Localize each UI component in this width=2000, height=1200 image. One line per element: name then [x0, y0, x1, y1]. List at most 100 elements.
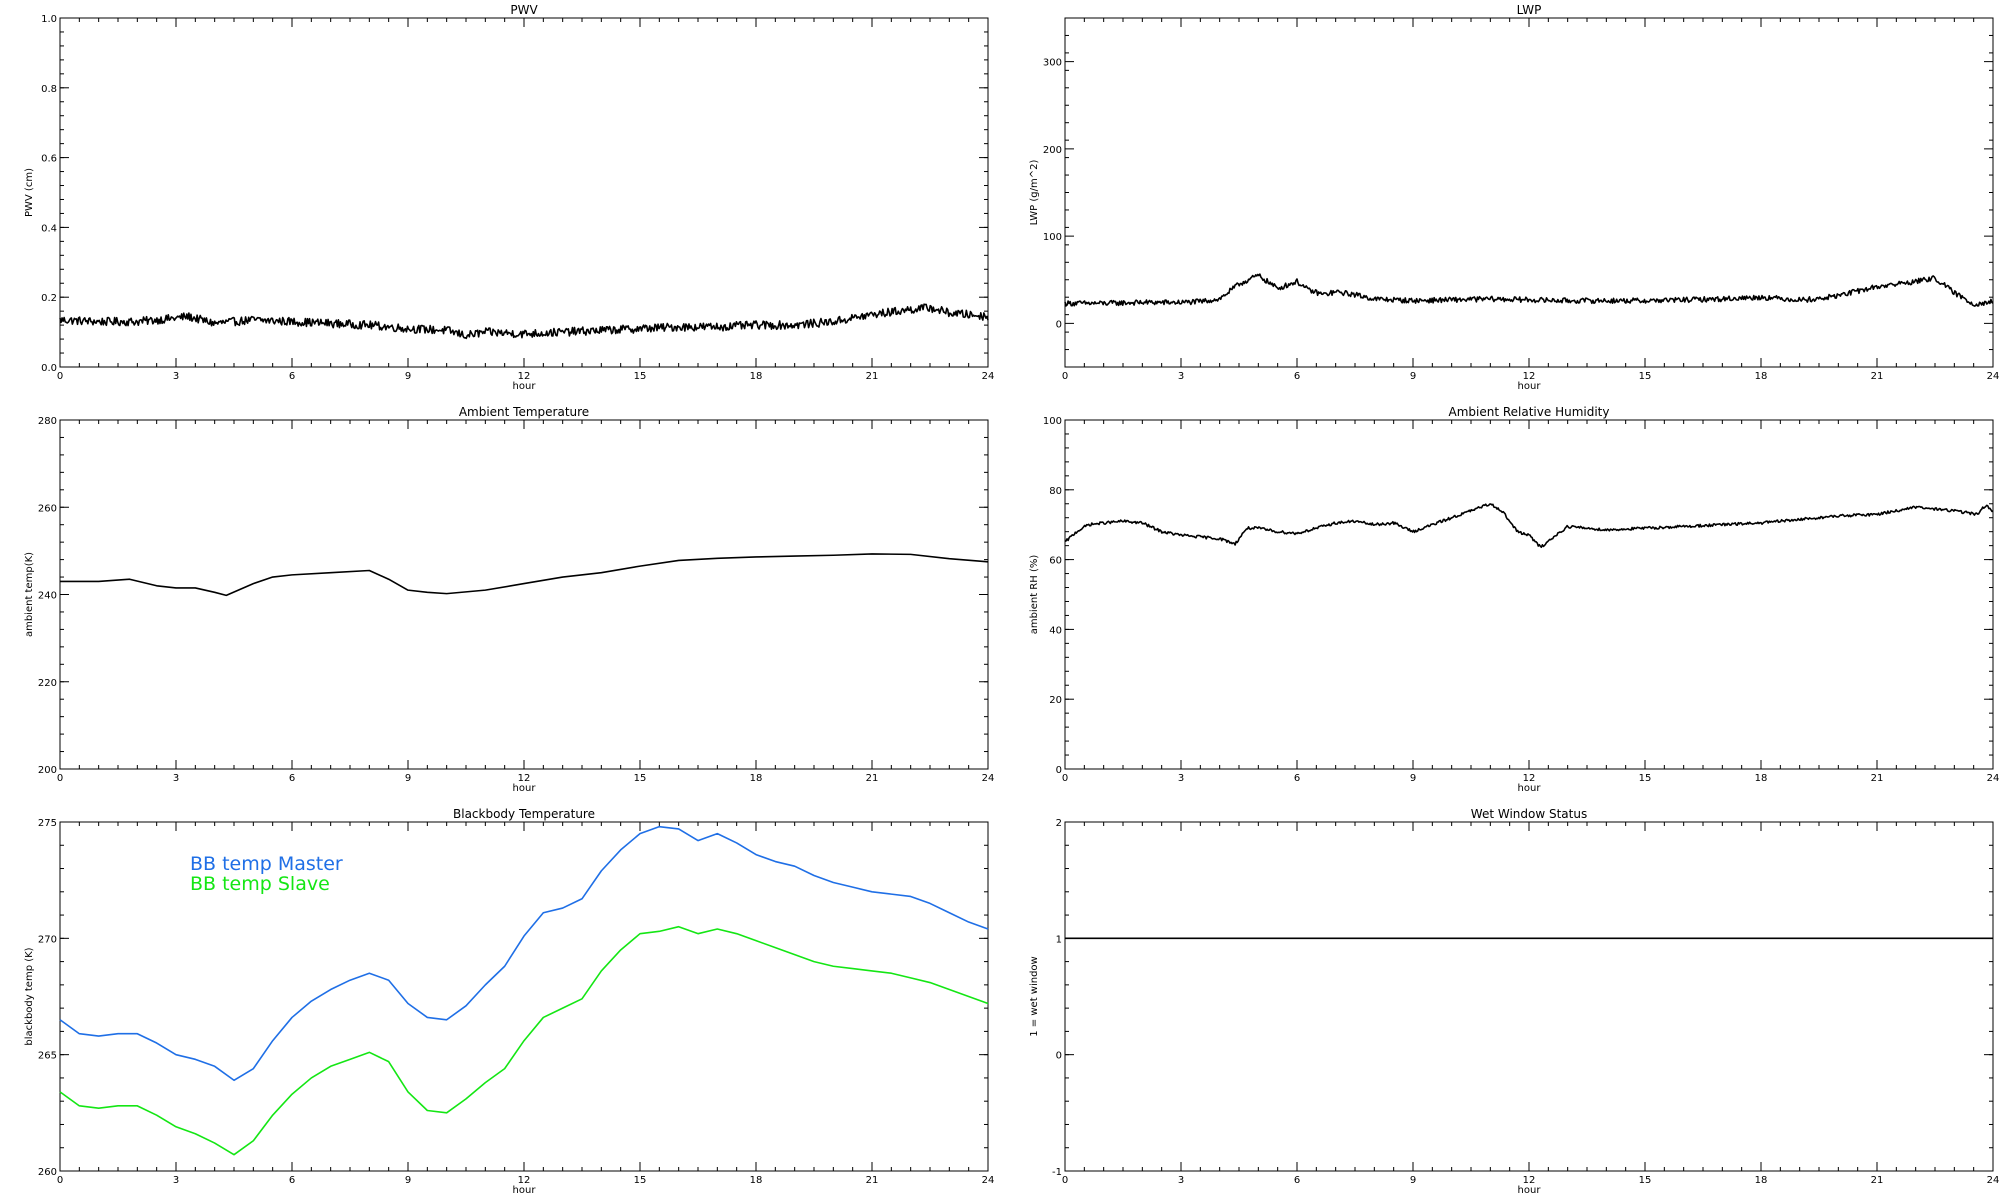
- x-tick-label: 24: [1987, 773, 2000, 784]
- plot-frame: [59, 17, 989, 368]
- chart-panel-2: LWP 0 3 6 9 12 15 18 21 24 0 100 200 300 hour LWP (g/m^…: [1029, 3, 1999, 392]
- y-tick-label: 0: [1056, 1051, 1062, 1062]
- plot-frame: [1064, 17, 1994, 368]
- x-tick-label: 18: [1755, 773, 1768, 784]
- y-tick-label: 0.2: [41, 293, 57, 304]
- series-line-1: [59, 303, 989, 340]
- x-tick-label: 0: [1062, 773, 1068, 784]
- chart-panel-4: Ambient Relative Humidity 0 3 6 9 12 15 18 21 24 0…: [1029, 405, 1999, 794]
- y-axis-label: PWV (cm): [24, 168, 35, 217]
- plot-frame: [1064, 419, 1994, 770]
- chart-panel-3: Ambient Temperature 0 3 6 9 12 15 18 21 24 200 220 2…: [24, 405, 994, 794]
- y-tick-label: 220: [38, 678, 57, 689]
- y-tick-label: 265: [38, 1051, 57, 1062]
- y-tick-label: 1: [1056, 934, 1062, 945]
- y-tick-label: 0.8: [41, 84, 57, 95]
- x-tick-label: 0: [1062, 1175, 1068, 1186]
- chart-title: Wet Window Status: [1471, 807, 1587, 821]
- x-tick-label: 21: [1871, 1175, 1884, 1186]
- y-axis-label: ambient temp(K): [24, 552, 35, 637]
- x-tick-label: 0: [57, 773, 63, 784]
- series-line-1: [60, 553, 989, 597]
- x-tick-label: 9: [405, 773, 411, 784]
- series-line-1: [1064, 273, 1994, 307]
- x-tick-label: 12: [518, 1175, 531, 1186]
- x-tick-label: 9: [405, 371, 411, 382]
- x-tick-label: 6: [1294, 1175, 1300, 1186]
- x-tick-label: 24: [1987, 1175, 2000, 1186]
- x-tick-label: 9: [1410, 773, 1416, 784]
- x-tick-label: 3: [173, 371, 179, 382]
- x-axis-label: hour: [513, 1185, 537, 1196]
- y-tick-label: 260: [38, 503, 57, 514]
- y-tick-label: 60: [1049, 556, 1062, 567]
- y-tick-label: -1: [1052, 1167, 1062, 1178]
- x-tick-label: 3: [1178, 773, 1184, 784]
- x-tick-label: 3: [173, 1175, 179, 1186]
- y-tick-label: 20: [1049, 695, 1062, 706]
- y-tick-label: 275: [38, 818, 57, 829]
- y-tick-label: 300: [1043, 58, 1062, 69]
- x-tick-label: 9: [405, 1175, 411, 1186]
- x-axis-label: hour: [1518, 783, 1542, 794]
- y-tick-label: 0.0: [41, 363, 57, 374]
- x-tick-label: 18: [1755, 1175, 1768, 1186]
- x-axis-label: hour: [513, 381, 537, 392]
- y-axis-label: ambient RH (%): [1029, 555, 1040, 635]
- x-tick-label: 6: [1294, 371, 1300, 382]
- x-tick-label: 18: [750, 773, 763, 784]
- y-tick-label: 2: [1056, 818, 1062, 829]
- x-tick-label: 21: [866, 1175, 879, 1186]
- series-line-1: [59, 825, 989, 1082]
- y-tick-label: 270: [38, 934, 57, 945]
- plot-frame: [1064, 821, 1994, 1172]
- x-tick-label: 12: [518, 371, 531, 382]
- y-tick-label: 280: [38, 416, 57, 427]
- y-tick-label: 80: [1049, 486, 1062, 497]
- series-line-1: [1064, 503, 1994, 549]
- x-tick-label: 6: [289, 773, 295, 784]
- x-tick-label: 21: [866, 371, 879, 382]
- y-tick-label: 0.4: [41, 223, 57, 234]
- x-tick-label: 21: [866, 773, 879, 784]
- chart-title: Ambient Relative Humidity: [1449, 405, 1610, 419]
- y-tick-label: 0: [1056, 319, 1062, 330]
- x-tick-label: 15: [634, 773, 647, 784]
- x-tick-label: 15: [1639, 773, 1652, 784]
- y-tick-label: 240: [38, 591, 57, 602]
- x-tick-label: 15: [1639, 1175, 1652, 1186]
- chart-panel-5: Blackbody Temperature 0 3 6 9 12 15 18 21 24 260 26…: [24, 807, 994, 1196]
- x-axis-label: hour: [1518, 381, 1542, 392]
- y-axis-label: LWP (g/m^2): [1029, 160, 1040, 226]
- y-tick-label: 260: [38, 1167, 57, 1178]
- y-tick-label: 100: [1043, 232, 1062, 243]
- x-tick-label: 3: [1178, 371, 1184, 382]
- legend-entry: BB temp Master: [190, 853, 343, 875]
- x-tick-label: 0: [57, 1175, 63, 1186]
- x-tick-label: 6: [289, 371, 295, 382]
- x-tick-label: 15: [634, 371, 647, 382]
- x-tick-label: 21: [1871, 371, 1884, 382]
- x-tick-label: 24: [982, 773, 995, 784]
- y-tick-label: 0: [1056, 765, 1062, 776]
- chart-title: Blackbody Temperature: [453, 807, 595, 821]
- x-tick-label: 24: [1987, 371, 2000, 382]
- x-axis-label: hour: [513, 783, 537, 794]
- y-tick-label: 200: [1043, 145, 1062, 156]
- x-tick-label: 0: [1062, 371, 1068, 382]
- y-tick-label: 1.0: [41, 14, 57, 25]
- y-axis-label: 1 = wet window: [1029, 956, 1040, 1036]
- x-tick-label: 6: [289, 1175, 295, 1186]
- y-tick-label: 100: [1043, 416, 1062, 427]
- x-tick-label: 24: [982, 1175, 995, 1186]
- x-tick-label: 15: [1639, 371, 1652, 382]
- chart-title: LWP: [1517, 3, 1542, 17]
- y-tick-label: 40: [1049, 625, 1062, 636]
- x-tick-label: 18: [1755, 371, 1768, 382]
- y-tick-label: 0.6: [41, 154, 57, 165]
- x-tick-label: 12: [1523, 1175, 1536, 1186]
- x-tick-label: 9: [1410, 371, 1416, 382]
- x-axis-label: hour: [1518, 1185, 1542, 1196]
- chart-title: PWV: [510, 3, 538, 17]
- x-tick-label: 12: [1523, 371, 1536, 382]
